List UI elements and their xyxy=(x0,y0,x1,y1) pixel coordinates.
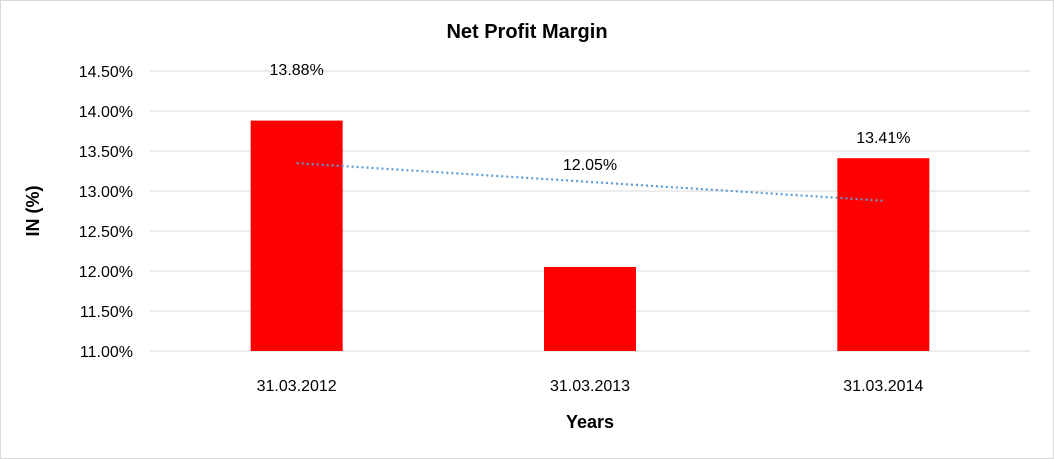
y-tick-label: 11.50% xyxy=(80,304,133,321)
bar xyxy=(250,120,343,351)
x-tick-label: 31.03.2012 xyxy=(257,378,337,395)
y-tick-label: 11.00% xyxy=(80,344,133,361)
y-tick-label: 14.00% xyxy=(79,104,133,121)
chart-title: Net Profit Margin xyxy=(446,21,607,43)
x-tick-label: 31.03.2013 xyxy=(550,378,630,395)
y-tick-label: 12.50% xyxy=(79,224,133,241)
y-tick-label: 13.50% xyxy=(79,144,133,161)
x-axis-label: Years xyxy=(566,412,614,432)
data-label: 13.88% xyxy=(270,62,324,79)
bar xyxy=(837,158,930,351)
data-label: 13.41% xyxy=(856,130,910,147)
bar xyxy=(544,267,636,351)
y-axis-label: IN (%) xyxy=(23,186,43,237)
data-label: 12.05% xyxy=(563,157,617,174)
y-tick-label: 14.50% xyxy=(79,64,133,81)
y-tick-label: 13.00% xyxy=(79,184,133,201)
y-tick-label: 12.00% xyxy=(79,264,133,281)
x-tick-label: 31.03.2014 xyxy=(843,378,923,395)
